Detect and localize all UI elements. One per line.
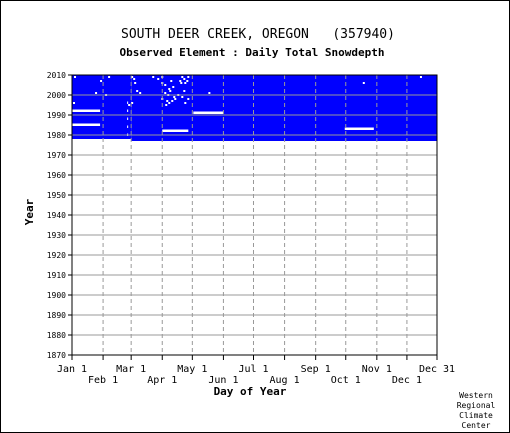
missing-day-9 <box>136 90 139 92</box>
y-tick-label-2: 1990 <box>47 111 66 120</box>
x-tick-label-lower-3: Aug 1 <box>270 375 300 386</box>
credit-line-1: Western <box>459 391 493 400</box>
x-tick-label-lower-5: Dec 1 <box>392 375 422 386</box>
y-tick-label-5: 1960 <box>47 171 66 180</box>
missing-run-4 <box>344 127 374 130</box>
missing-day-13 <box>152 76 155 78</box>
missing-day-22 <box>173 96 176 98</box>
missing-day-29 <box>179 80 182 82</box>
missing-day-14 <box>157 78 160 80</box>
missing-day-36 <box>183 78 186 80</box>
x-tick-label-upper-0: Jan 1 <box>57 364 87 375</box>
missing-run-3 <box>193 111 224 114</box>
missing-day-11 <box>128 104 131 106</box>
y-tick-label-6: 1950 <box>47 191 66 200</box>
y-tick-label-0: 2010 <box>47 71 66 80</box>
missing-day-5 <box>73 102 76 104</box>
missing-day-8 <box>131 76 134 78</box>
credit-line-3: Climate <box>459 411 493 420</box>
missing-day-26 <box>165 104 168 106</box>
x-tick-label-upper-1: Mar 1 <box>116 364 146 375</box>
missing-day-3 <box>95 92 98 94</box>
x-tick-label-lower-2: Jun 1 <box>208 375 238 386</box>
missing-day-12 <box>131 102 134 104</box>
missing-day-35 <box>181 76 184 78</box>
missing-day-32 <box>181 96 184 98</box>
x-tick-label-upper-6: Dec 31 <box>419 364 455 375</box>
missing-day-7 <box>134 82 137 84</box>
missing-day-6 <box>133 78 136 80</box>
missing-day-43 <box>208 92 211 94</box>
missing-day-34 <box>171 100 174 102</box>
missing-run-6 <box>127 125 129 128</box>
missing-run-1 <box>72 123 101 126</box>
missing-run-9 <box>127 101 129 104</box>
missing-day-30 <box>180 82 183 84</box>
missing-day-44 <box>362 82 365 84</box>
chart-subtitle: Observed Element : Daily Total Snowdepth <box>120 46 385 59</box>
missing-day-1 <box>100 80 103 82</box>
missing-day-27 <box>170 80 173 82</box>
missing-day-10 <box>139 92 142 94</box>
missing-day-24 <box>166 100 169 102</box>
missing-day-40 <box>183 90 186 92</box>
y-tick-label-3: 1980 <box>47 131 66 140</box>
credit-line-2: Regional <box>457 401 496 410</box>
y-tick-label-12: 1890 <box>47 311 66 320</box>
missing-run-2 <box>162 129 189 132</box>
y-tick-label-4: 1970 <box>47 151 66 160</box>
missing-day-25 <box>168 102 171 104</box>
y-tick-label-8: 1930 <box>47 231 66 240</box>
y-tick-label-9: 1920 <box>47 251 66 260</box>
missing-day-2 <box>108 76 111 78</box>
missing-day-0 <box>74 76 77 78</box>
missing-day-20 <box>164 92 167 94</box>
chart-title: SOUTH DEER CREEK, OREGON (357940) <box>121 27 395 42</box>
missing-day-19 <box>169 90 172 92</box>
x-tick-label-lower-1: Apr 1 <box>147 375 177 386</box>
x-tick-label-lower-0: Feb 1 <box>88 375 118 386</box>
missing-day-33 <box>174 98 177 100</box>
missing-run-0 <box>72 109 101 112</box>
y-tick-label-7: 1940 <box>47 211 66 220</box>
x-tick-label-upper-5: Nov 1 <box>362 364 392 375</box>
y-tick-label-11: 1900 <box>47 291 66 300</box>
y-tick-label-1: 2000 <box>47 91 66 100</box>
missing-day-42 <box>184 102 187 104</box>
missing-run-8 <box>127 109 129 112</box>
y-tick-label-10: 1910 <box>47 271 66 280</box>
missing-day-38 <box>186 80 189 82</box>
missing-day-45 <box>419 76 422 78</box>
missing-day-39 <box>184 82 187 84</box>
missing-day-28 <box>172 86 175 88</box>
x-tick-label-upper-3: Jul 1 <box>238 364 268 375</box>
missing-day-37 <box>187 76 190 78</box>
x-axis-label: Day of Year <box>214 385 287 398</box>
x-tick-label-upper-4: Sep 1 <box>301 364 331 375</box>
observed-block-0 <box>72 75 132 139</box>
missing-day-41 <box>187 98 190 100</box>
y-tick-label-14: 1870 <box>47 351 66 360</box>
y-axis-label: Year <box>23 198 36 225</box>
x-tick-label-upper-2: May 1 <box>177 364 207 375</box>
y-tick-label-13: 1880 <box>47 331 66 340</box>
credit-block: Western Regional Climate Center <box>457 391 496 430</box>
credit-line-4: Center <box>462 421 491 430</box>
missing-run-7 <box>127 117 129 120</box>
missing-day-18 <box>168 88 171 90</box>
missing-day-17 <box>164 84 167 86</box>
x-tick-label-lower-4: Oct 1 <box>331 375 361 386</box>
